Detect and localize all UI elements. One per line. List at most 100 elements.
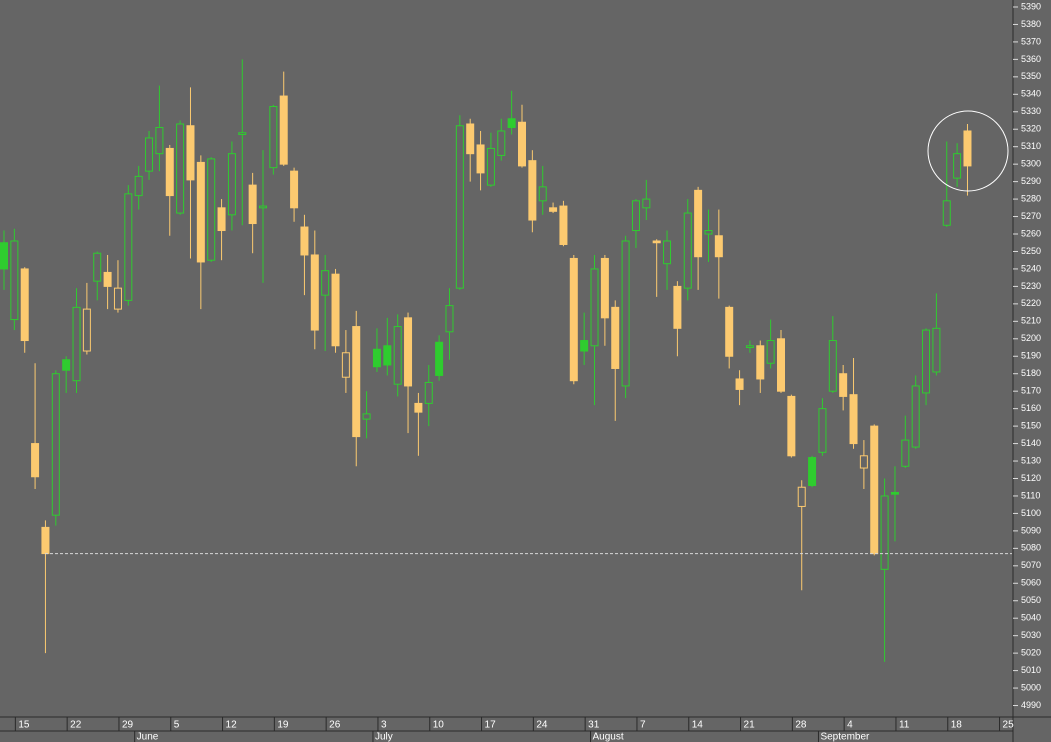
y-tick-label: 5010 — [1021, 665, 1041, 675]
candle-body — [279, 95, 288, 165]
y-tick-label: 5090 — [1021, 525, 1041, 535]
y-tick-label: 5040 — [1021, 613, 1041, 623]
candle-body — [393, 326, 402, 385]
candle-body — [818, 408, 827, 453]
y-tick-label: 5260 — [1021, 228, 1041, 238]
candle-body — [704, 230, 713, 235]
candle-body — [93, 252, 102, 282]
month-label: September — [820, 732, 870, 742]
candle-body — [507, 118, 516, 128]
candle-body — [424, 381, 433, 404]
candle-body — [849, 394, 858, 445]
candle-body — [310, 254, 319, 331]
y-tick-label: 5190 — [1021, 351, 1041, 361]
candle-body — [652, 240, 661, 244]
y-tick-label: 5280 — [1021, 193, 1041, 203]
y-tick-label: 5290 — [1021, 176, 1041, 186]
candle-body — [497, 130, 506, 156]
candle-body — [207, 158, 216, 261]
y-tick-label: 5270 — [1021, 211, 1041, 221]
candle-body — [932, 327, 941, 373]
candle-body — [238, 132, 247, 135]
candle-body — [787, 395, 796, 457]
candle-body — [942, 200, 951, 226]
candle-body — [331, 273, 340, 347]
candle-body — [113, 287, 122, 310]
candle-body — [176, 123, 185, 214]
candle-body — [839, 373, 848, 397]
candle-body — [538, 186, 547, 202]
x-tick-label: 29 — [122, 720, 134, 731]
candle-body — [549, 207, 558, 212]
y-tick-label: 5150 — [1021, 420, 1041, 430]
candle-body — [248, 184, 257, 225]
x-tick-label: 18 — [951, 720, 963, 731]
y-tick-label: 5340 — [1021, 89, 1041, 99]
candle-body — [580, 340, 589, 352]
candle-body — [642, 198, 651, 209]
candle-body — [352, 326, 361, 438]
candle-body — [20, 268, 29, 342]
candle-body — [134, 175, 143, 197]
candle-body — [859, 455, 868, 469]
candle-body — [217, 207, 226, 232]
y-tick-label: 5170 — [1021, 386, 1041, 396]
y-tick-label: 5330 — [1021, 106, 1041, 116]
candle-body — [911, 385, 920, 448]
candle-body — [725, 306, 734, 357]
x-tick-label: 11 — [899, 720, 910, 731]
y-tick-label: 5110 — [1021, 490, 1040, 500]
y-tick-label: 5310 — [1021, 141, 1041, 151]
candle-body — [445, 305, 454, 333]
candle-body — [10, 240, 19, 321]
x-tick-label: 3 — [381, 720, 387, 731]
x-tick-label: 17 — [485, 720, 497, 731]
y-tick-label: 5160 — [1021, 403, 1041, 413]
y-tick-label: 5140 — [1021, 438, 1041, 448]
candle-body — [227, 153, 236, 216]
y-tick-label: 5350 — [1021, 71, 1041, 81]
candle-body — [186, 125, 195, 181]
y-tick-label: 5120 — [1021, 473, 1041, 483]
y-tick-label: 5220 — [1021, 298, 1041, 308]
x-tick-label: 4 — [847, 720, 853, 731]
candle-body — [953, 153, 962, 179]
candle-body — [880, 495, 889, 570]
y-tick-label: 5200 — [1021, 333, 1041, 343]
y-tick-label: 5380 — [1021, 19, 1041, 29]
candle-body — [165, 147, 174, 197]
candle-body — [300, 226, 309, 256]
x-tick-label: 12 — [226, 720, 238, 731]
y-tick-label: 5320 — [1021, 124, 1041, 134]
candle-body — [51, 373, 60, 516]
candle-body — [62, 359, 71, 371]
y-tick-label: 5130 — [1021, 455, 1041, 465]
y-tick-label: 5060 — [1021, 578, 1041, 588]
candle-body — [476, 144, 485, 174]
x-tick-label: 21 — [744, 720, 756, 731]
candle-body — [663, 240, 672, 265]
candle-body — [797, 486, 806, 507]
x-tick-label: 19 — [277, 720, 289, 731]
candle-body — [756, 345, 765, 380]
candle-body — [922, 329, 931, 394]
x-tick-label: 31 — [588, 720, 600, 731]
candle-body — [870, 425, 879, 555]
x-tick-label: 25 — [1003, 720, 1015, 731]
x-tick-label: 7 — [640, 720, 646, 731]
month-label: July — [375, 732, 393, 742]
candle-body — [341, 352, 350, 378]
x-tick-label: 15 — [18, 720, 30, 731]
y-tick-label: 5370 — [1021, 36, 1041, 46]
candle-body — [383, 345, 392, 366]
candle-body — [82, 308, 91, 352]
candle-body — [290, 170, 299, 209]
candle-body — [321, 270, 330, 296]
candle-body — [621, 240, 630, 387]
candle-body — [901, 439, 910, 467]
candle-body — [0, 242, 8, 270]
y-tick-label: 5080 — [1021, 543, 1041, 553]
